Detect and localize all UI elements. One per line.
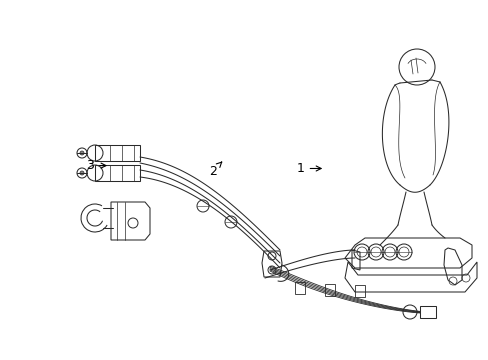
Bar [294,282,305,294]
Text: 2: 2 [208,162,221,177]
Bar [95,145,140,161]
Bar [325,284,334,296]
Text: 3: 3 [86,159,106,172]
Bar [95,165,140,181]
Circle shape [80,171,84,175]
Text: 1: 1 [296,162,321,175]
Circle shape [80,151,84,155]
Bar [354,285,364,297]
Bar [419,306,435,318]
